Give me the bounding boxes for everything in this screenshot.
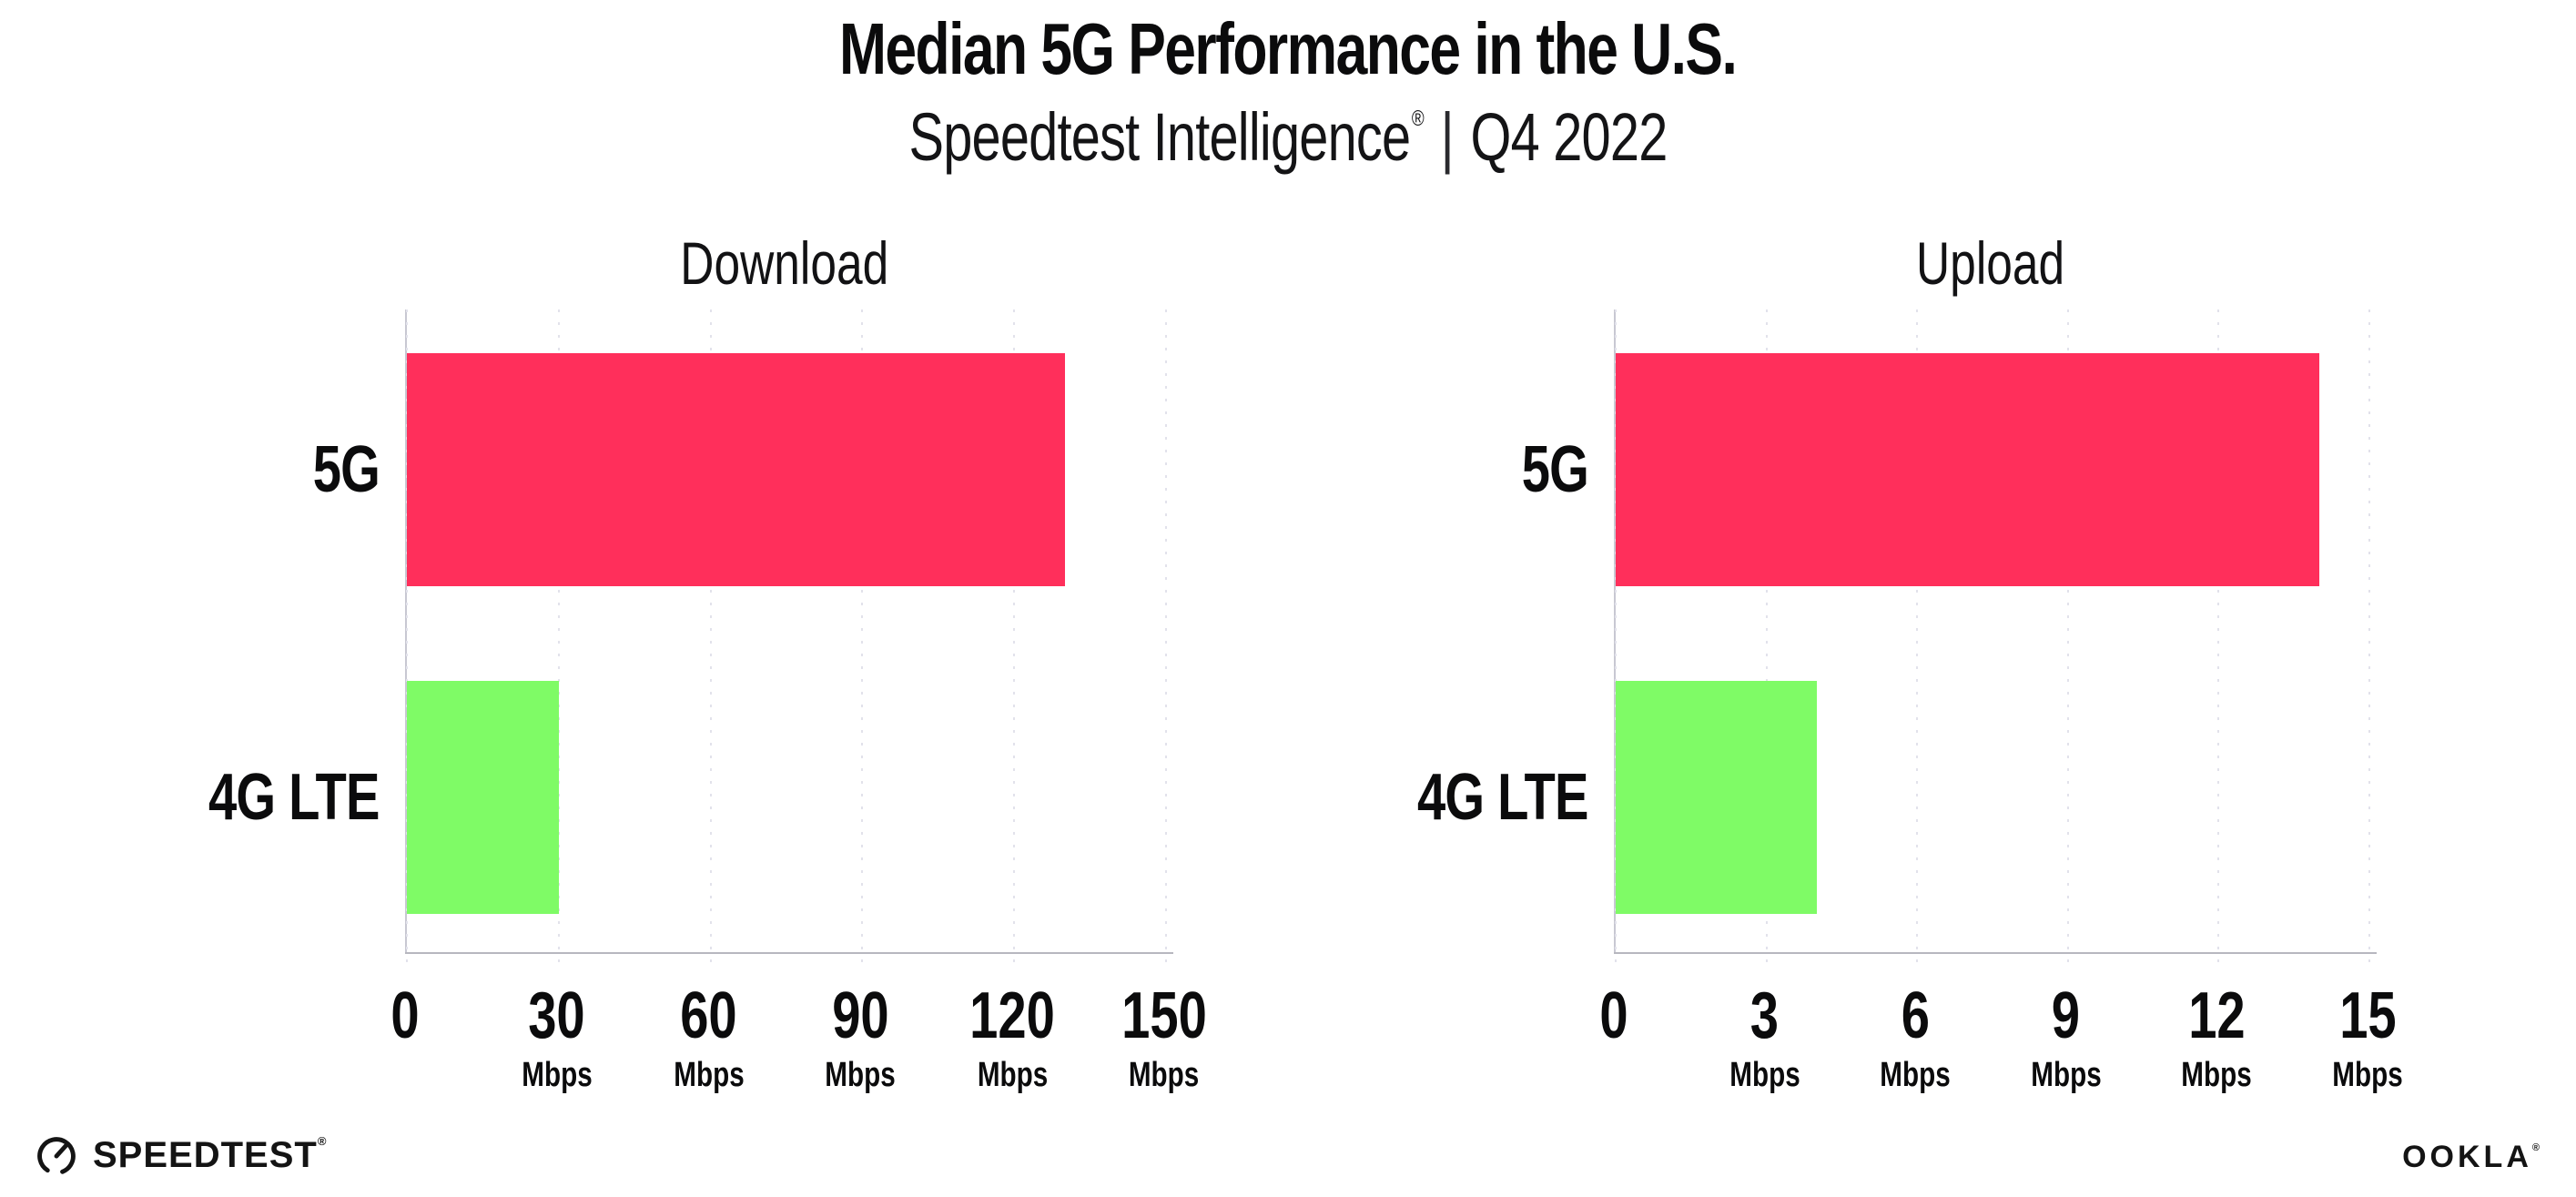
upload-chart-body: 5G 4G LTE 0 3 Mbps 6 Mbps 9 Mbps 12 Mbps 15 Mbps (1292, 309, 2403, 1183)
tick-unit: Mbps (673, 1056, 745, 1094)
download-chart-title-text: Download (680, 229, 889, 297)
tick-number: 3 (1749, 979, 1780, 1052)
bar-5g-upload (1616, 353, 2319, 586)
x-tick-label: 90 Mbps (816, 983, 906, 1092)
registered-trademark-icon: ® (1411, 107, 1425, 131)
subtitle-product: Speedtest Intelligence (908, 99, 1411, 175)
x-tick-label: 15 Mbps (2322, 983, 2412, 1092)
upload-chart-title: Upload (1614, 229, 2368, 297)
tick-number: 60 (680, 979, 737, 1052)
category-label-5g: 5G (83, 437, 380, 502)
tick-unit: Mbps (2181, 1056, 2253, 1094)
category-label-5g-text: 5G (1521, 433, 1589, 506)
download-chart-title: Download (405, 229, 1164, 297)
x-tick-label: 0 (1596, 983, 1632, 1049)
x-tick-label: 30 Mbps (512, 983, 602, 1092)
x-tick-label: 6 Mbps (1871, 983, 1961, 1092)
tick-number: 12 (2188, 979, 2246, 1052)
x-tick-label: 12 Mbps (2172, 983, 2262, 1092)
category-label-4g-lte: 4G LTE (83, 765, 380, 830)
download-chart: Download 5G 4G LTE 0 30 Mbps 60 Mbps 90 Mbps 12… (83, 229, 1207, 1183)
x-tick-label: 120 Mbps (958, 983, 1067, 1092)
download-x-axis-line (405, 952, 1173, 954)
gridline (1916, 309, 1919, 963)
tick-unit: Mbps (977, 1056, 1048, 1094)
upload-x-tick-labels: 0 3 Mbps 6 Mbps 9 Mbps 12 Mbps 15 Mbps (1599, 983, 2402, 1165)
page-subtitle: Speedtest Intelligence® | Q4 2022 (0, 102, 2576, 173)
tick-number: 9 (2052, 979, 2081, 1052)
tick-unit: Mbps (1880, 1056, 1951, 1094)
gridline (557, 309, 560, 963)
gridline (709, 309, 712, 963)
bar-4g-lte-upload (1616, 681, 1817, 914)
upload-chart: Upload 5G 4G LTE 0 3 Mbps 6 Mbps 9 Mbps 12 Mbps 1… (1292, 229, 2403, 1183)
subtitle-divider: | (1440, 99, 1455, 175)
speedtest-logo-text-block: SPEEDTEST® (93, 1134, 327, 1176)
download-chart-body: 5G 4G LTE 0 30 Mbps 60 Mbps 90 Mbps 120 Mbps 150 M… (83, 309, 1207, 1183)
tick-unit: Mbps (1729, 1056, 1800, 1094)
upload-x-axis-line (1614, 952, 2377, 954)
tick-number: 120 (969, 979, 1056, 1052)
speedtest-gauge-icon (37, 1137, 76, 1175)
download-x-tick-labels: 0 30 Mbps 60 Mbps 90 Mbps 120 Mbps 150 Mbps (390, 983, 1206, 1165)
page-title-text: Median 5G Performance in the U.S. (839, 8, 1738, 89)
gridline (1615, 309, 1617, 963)
category-label-4g-lte: 4G LTE (1292, 761, 1589, 834)
ookla-trademark-icon: ® (2531, 1142, 2540, 1153)
tick-unit: Mbps (2031, 1056, 2102, 1094)
x-tick-label: 150 Mbps (1110, 983, 1219, 1092)
gridline (2368, 309, 2370, 963)
x-tick-label: 3 Mbps (1719, 983, 1810, 1092)
page-subtitle-text: Speedtest Intelligence® | Q4 2022 (908, 99, 1668, 175)
bar-4g-lte-download (407, 681, 559, 914)
ookla-logo: OOKLA® (2402, 1140, 2540, 1175)
tick-number: 30 (528, 979, 586, 1052)
tick-number: 150 (1121, 979, 1207, 1052)
subtitle-period: Q4 2022 (1470, 99, 1668, 175)
x-tick-label: 60 Mbps (664, 983, 754, 1092)
tick-unit: Mbps (825, 1056, 897, 1094)
tick-unit: Mbps (522, 1056, 593, 1094)
gridline (1165, 309, 1167, 963)
tick-number: 90 (832, 979, 889, 1052)
gridline (406, 309, 408, 963)
category-label-4g-lte-text: 4G LTE (208, 761, 380, 834)
bar-5g-download (407, 353, 1065, 586)
tick-unit: Mbps (2332, 1056, 2403, 1094)
x-tick-label: 9 Mbps (2021, 983, 2111, 1092)
gridline (1013, 309, 1016, 963)
upload-chart-title-text: Upload (1916, 229, 2065, 297)
tick-number: 0 (390, 979, 420, 1052)
speedtest-trademark-icon: ® (317, 1134, 328, 1148)
download-plot-area (405, 309, 1173, 963)
category-label-5g-text: 5G (312, 433, 380, 506)
speedtest-logo-text: SPEEDTEST (93, 1135, 318, 1175)
tick-unit: Mbps (1129, 1056, 1200, 1094)
x-tick-label: 0 (387, 983, 423, 1049)
speedtest-logo: SPEEDTEST® (33, 1131, 327, 1179)
category-label-5g: 5G (1292, 433, 1589, 506)
tick-number: 15 (2338, 979, 2397, 1052)
category-label-4g-lte-text: 4G LTE (1417, 761, 1589, 834)
gridline (2066, 309, 2069, 963)
tick-number: 6 (1901, 979, 1930, 1052)
gridline (2217, 309, 2220, 963)
page-title: Median 5G Performance in the U.S. (0, 13, 2576, 86)
gridline (1765, 309, 1768, 963)
upload-plot-area (1614, 309, 2377, 963)
tick-number: 0 (1599, 979, 1628, 1052)
gridline (861, 309, 864, 963)
ookla-logo-text: OOKLA (2402, 1140, 2532, 1174)
